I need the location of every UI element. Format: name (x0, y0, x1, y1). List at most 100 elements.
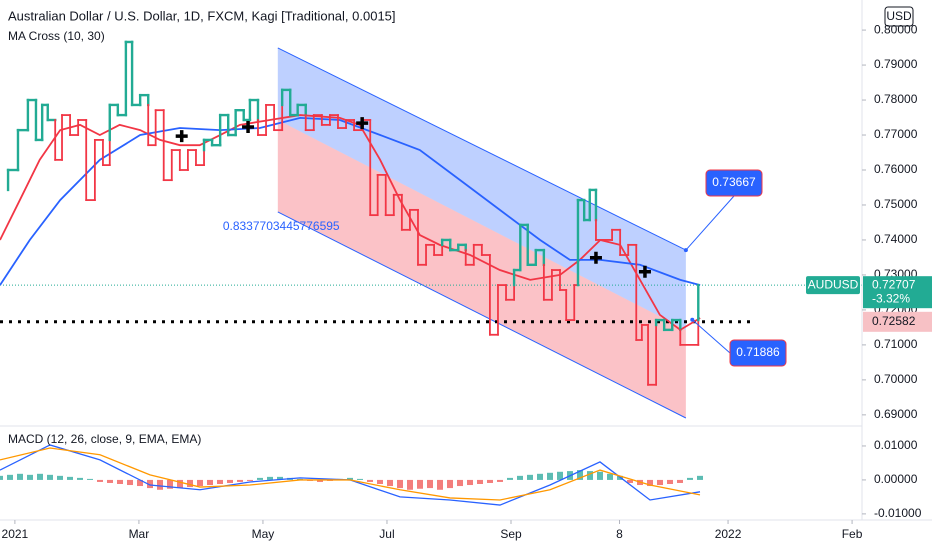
ma-cross (356, 117, 369, 130)
y-tick-label: 0.79000 (874, 57, 918, 71)
histogram-bar (647, 479, 653, 487)
channel-lower-line (277, 211, 687, 419)
callout-anchor (690, 317, 695, 322)
y-tick-label: 0.74000 (874, 232, 918, 246)
line-tag (863, 311, 932, 332)
channel-lower-fill (277, 119, 686, 419)
histogram-bar (87, 478, 93, 480)
histogram-bar (687, 477, 693, 480)
macd-pane (0, 444, 703, 506)
histogram-bar (527, 474, 533, 480)
histogram-bar (207, 479, 213, 486)
histogram-bar (347, 477, 353, 480)
symbol-tag (806, 276, 860, 295)
x-tick-label: Sep (500, 527, 522, 541)
histogram-bar (667, 479, 673, 484)
change-label: -3.32% (872, 291, 910, 305)
chart-title: Australian Dollar / U.S. Dollar, 1D, FXC… (8, 8, 396, 23)
ma-cross (638, 265, 651, 278)
histogram-bar (447, 479, 453, 489)
histogram-bar (517, 475, 523, 480)
histogram-bar (437, 479, 443, 490)
currency[interactable]: USD (886, 9, 912, 23)
histogram-bar (47, 474, 53, 480)
histogram-bar (537, 473, 543, 480)
callout-anchor (683, 248, 688, 253)
histogram-bar (497, 479, 503, 482)
histogram-bar (57, 475, 63, 480)
currency-box[interactable] (884, 6, 914, 27)
histogram-bar (67, 476, 73, 480)
histogram-bar (387, 479, 393, 487)
y-tick-label: -0.01000 (874, 506, 922, 520)
histogram-bar (477, 479, 483, 484)
macd-title: MACD (12, 26, close, 9, EMA, EMA) (8, 432, 201, 446)
histogram-bar (657, 479, 663, 486)
histogram-bar (177, 479, 183, 489)
histogram-bar (597, 471, 603, 480)
signal-line (0, 447, 701, 501)
histogram-bar (17, 473, 23, 480)
x-tick-label: 2022 (715, 527, 742, 541)
histogram-bar (407, 479, 413, 490)
channel-upper-line (277, 47, 687, 251)
histogram-bar (267, 476, 273, 480)
histogram-bar (107, 479, 113, 483)
histogram-bar (547, 472, 553, 480)
ma-cross (242, 120, 255, 133)
histogram-bar (0, 475, 3, 480)
histogram-bar (697, 475, 703, 480)
callout-leader (685, 195, 735, 251)
histogram-bar (557, 471, 563, 480)
histogram-bar (117, 479, 123, 484)
price-pane: 0.8337703445776595 0.73667 0.71886 (0, 40, 862, 419)
x-tick-label: May (252, 527, 275, 541)
y-tick-label: 0.69000 (874, 407, 918, 421)
labels: Australian Dollar / U.S. Dollar, 1D, FXC… (8, 6, 914, 446)
y-tick-label: 0.71000 (874, 337, 918, 351)
histogram-bar (7, 474, 13, 480)
histogram-bar (577, 470, 583, 480)
histogram-bar (137, 479, 143, 487)
histogram-bar (317, 479, 323, 482)
ma-cross (589, 251, 602, 264)
histogram-bar (167, 479, 173, 489)
histogram-bar (217, 479, 223, 484)
histogram-bar (37, 473, 43, 480)
x-tick-label: Jul (379, 527, 394, 541)
histogram-bar (487, 479, 493, 483)
y-tick-label: 0.78000 (874, 92, 918, 106)
x-tick-label: 8 (616, 527, 623, 541)
histogram-bar (457, 479, 463, 487)
ma-cross (175, 130, 188, 143)
indicator-title: MA Cross (10, 30) (8, 29, 105, 43)
histogram-bar (627, 479, 633, 483)
y-tick-label: 0.01000 (874, 438, 918, 452)
price-tag (863, 276, 932, 309)
last-price-label: 0.72707 (872, 277, 916, 291)
histogram-bar (587, 471, 593, 480)
y-tick-label: 0.75000 (874, 197, 918, 211)
y-tick-label: 0.76000 (874, 162, 918, 176)
y-tick-label: 0.80000 (874, 22, 918, 36)
y-tick-label: 0.77000 (874, 127, 918, 141)
callout-label: 0.73667 (712, 175, 756, 189)
callout-leader (691, 319, 731, 354)
histogram-bar (417, 479, 423, 489)
symbol-label: AUDUSD (808, 277, 859, 291)
callout-box (705, 169, 763, 197)
line-tag-label: 0.72582 (872, 314, 916, 328)
histogram-bar (377, 479, 383, 484)
histogram-bar (607, 473, 613, 480)
histogram-bar (27, 474, 33, 480)
histogram-bar (187, 479, 193, 488)
histogram-bar (357, 478, 363, 480)
x-tick-label: 2021 (2, 527, 29, 541)
histogram-bar (277, 476, 283, 480)
y-tick-label: 0.00000 (874, 472, 918, 486)
x-tick-label: Feb (842, 527, 863, 541)
y-tick-label: 0.70000 (874, 372, 918, 386)
histogram-bar (427, 479, 433, 489)
